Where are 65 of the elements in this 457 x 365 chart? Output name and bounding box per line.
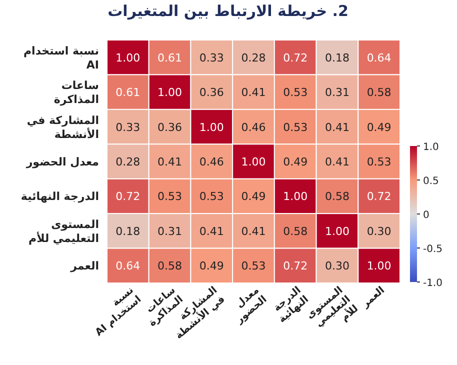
data-label: 0.49 xyxy=(366,120,392,134)
color-bar-label: 0.5 xyxy=(423,176,439,187)
y-tick-label: معدل الحضور xyxy=(25,156,99,168)
data-label: 0.41 xyxy=(324,120,350,134)
data-label: 0.36 xyxy=(158,120,182,134)
data-label: 0.30 xyxy=(324,260,350,273)
data-label: 0.64 xyxy=(366,51,392,64)
chart-title: 2. خريطة الارتباط بين المتغيرات xyxy=(108,2,348,20)
y-tick-label: المشاركة في الأنشطة xyxy=(26,114,99,141)
data-label: 1.00 xyxy=(283,190,308,204)
data-label: 0.61 xyxy=(116,86,140,100)
data-label: 0.28 xyxy=(241,51,266,64)
color-bar-label: 1.0 xyxy=(423,142,439,153)
y-tick-label: ساعات المذاكرة xyxy=(54,79,99,106)
data-label: 0.46 xyxy=(241,120,266,134)
data-label: 1.00 xyxy=(324,224,350,238)
data-label: 0.53 xyxy=(366,156,392,168)
data-label: 0.28 xyxy=(116,156,140,168)
data-label: 0.36 xyxy=(199,86,224,100)
data-label: 0.41 xyxy=(158,156,182,168)
data-label: 0.72 xyxy=(366,190,392,204)
data-label: 0.30 xyxy=(366,224,392,238)
data-label: 0.72 xyxy=(283,51,308,64)
colorbar: 1.0 0.5 0 -0.5 -1.0 xyxy=(410,142,443,289)
x-tick-label: نسبة استخدام AI xyxy=(94,284,144,339)
data-label: 0.53 xyxy=(283,120,308,134)
color-bar-label: -0.5 xyxy=(423,244,443,255)
color-bar-label: -1.0 xyxy=(423,278,443,289)
data-label: 0.31 xyxy=(158,224,182,238)
data-label: 0.58 xyxy=(324,190,350,204)
data-label: 1.00 xyxy=(158,86,182,100)
data-label: 0.58 xyxy=(366,86,392,100)
data-label: 0.72 xyxy=(283,260,308,273)
data-label: 0.61 xyxy=(158,51,182,64)
data-label: 0.18 xyxy=(324,51,350,64)
y-tick-label: العمر xyxy=(70,260,99,273)
data-label: 0.53 xyxy=(158,190,182,204)
color-bar-label: 0 xyxy=(423,210,430,221)
data-label: 0.33 xyxy=(116,120,140,134)
data-label: 0.46 xyxy=(199,156,224,168)
data-label: 0.58 xyxy=(158,260,182,273)
data-label: 0.49 xyxy=(199,260,224,273)
data-label: 1.00 xyxy=(116,51,140,64)
data-label: 0.72 xyxy=(116,190,140,204)
y-tick-label: الدرجة النهائية xyxy=(20,190,99,204)
data-label: 1.00 xyxy=(366,260,392,273)
data-label: 1.00 xyxy=(199,120,224,134)
x-tick-label: معدل الحضور xyxy=(234,284,270,326)
data-label: 0.49 xyxy=(241,190,266,204)
data-label: 1.00 xyxy=(241,156,266,168)
data-label: 0.41 xyxy=(241,86,266,100)
data-label: 0.53 xyxy=(283,86,308,100)
data-label: 0.58 xyxy=(283,224,308,238)
data-label: 0.41 xyxy=(241,224,266,238)
data-label: 0.18 xyxy=(116,224,140,238)
data-label: 0.49 xyxy=(283,156,308,168)
data-label: 0.41 xyxy=(324,156,350,168)
data-label: 0.53 xyxy=(199,190,224,204)
data-label: 0.33 xyxy=(199,51,224,64)
data-label: 0.31 xyxy=(324,86,350,100)
y-tick-label: المستوى التعليمي للأم xyxy=(28,218,99,245)
data-label: 0.64 xyxy=(116,260,140,273)
data-label: 0.41 xyxy=(199,224,224,238)
data-label: 0.53 xyxy=(241,260,266,273)
x-tick-label: العمر xyxy=(359,284,387,311)
